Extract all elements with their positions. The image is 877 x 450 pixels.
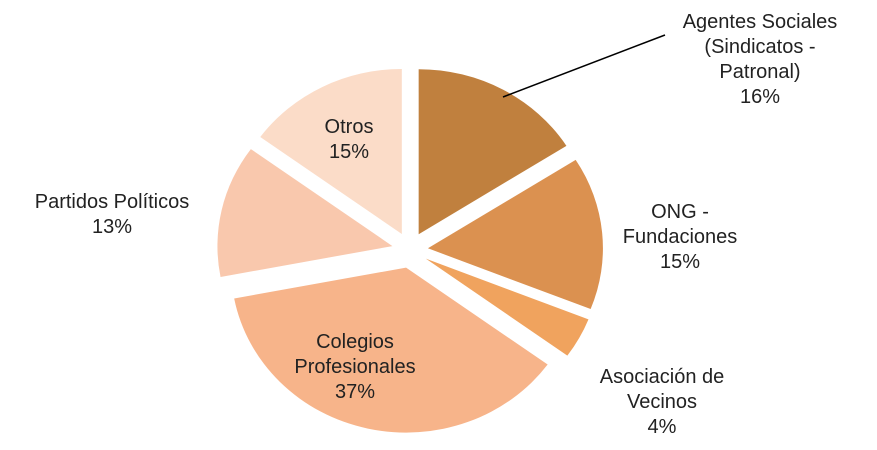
slice-label: ONG - Fundaciones 15%: [620, 200, 740, 275]
leader-line: [502, 34, 666, 98]
value-label: 16%: [739, 86, 781, 108]
category-label: Otros: [324, 116, 374, 138]
pie-slice: [217, 149, 393, 277]
pie-slice: [260, 68, 402, 234]
category-label: Partidos Políticos: [34, 191, 190, 213]
category-label: ONG - Fundaciones: [622, 201, 738, 248]
category-label: Agentes Sociales (Sindicatos - Patronal): [682, 11, 838, 83]
slice-label: Asociación de Vecinos 4%: [572, 365, 752, 440]
pie-slice: [418, 69, 567, 235]
pie-slice: [234, 267, 548, 433]
slice-label: Agentes Sociales (Sindicatos - Patronal)…: [675, 10, 845, 110]
slice-label: Otros 15%: [289, 115, 409, 165]
pie-slice: [427, 159, 603, 310]
value-label: 4%: [647, 416, 677, 438]
value-label: 15%: [328, 141, 370, 163]
slice-label: Colegios Profesionales 37%: [280, 330, 430, 405]
pie-slice: [425, 258, 589, 356]
category-label: Asociación de Vecinos: [599, 366, 725, 413]
category-label: Colegios Profesionales: [294, 331, 416, 378]
value-label: 13%: [91, 216, 133, 238]
value-label: 15%: [659, 251, 701, 273]
value-label: 37%: [334, 381, 376, 403]
slice-label: Partidos Políticos 13%: [0, 190, 227, 240]
